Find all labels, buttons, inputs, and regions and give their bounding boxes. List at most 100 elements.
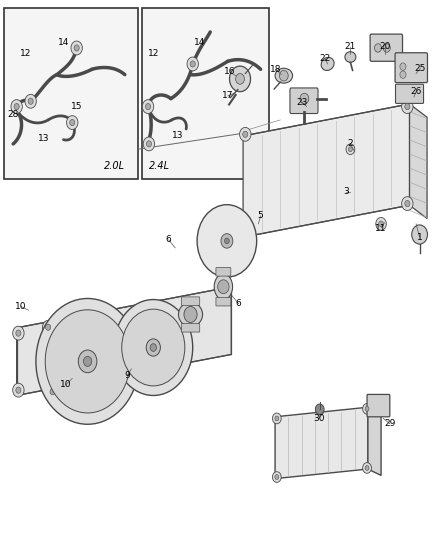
FancyBboxPatch shape	[181, 324, 200, 332]
Circle shape	[365, 466, 369, 471]
Circle shape	[46, 324, 51, 330]
Circle shape	[300, 93, 309, 104]
Text: 29: 29	[384, 419, 396, 428]
Circle shape	[346, 144, 355, 155]
Text: 6: 6	[236, 300, 242, 308]
Bar	[142, 8, 269, 179]
Polygon shape	[368, 407, 381, 475]
Text: 14: 14	[194, 38, 205, 47]
FancyBboxPatch shape	[370, 34, 403, 61]
Text: 12: 12	[20, 49, 31, 58]
Circle shape	[220, 298, 226, 305]
Ellipse shape	[345, 52, 356, 62]
Circle shape	[218, 280, 229, 294]
Circle shape	[145, 103, 151, 110]
Circle shape	[349, 147, 352, 152]
Circle shape	[400, 71, 406, 78]
Circle shape	[42, 320, 54, 334]
Circle shape	[236, 74, 244, 84]
FancyBboxPatch shape	[395, 53, 427, 83]
Circle shape	[190, 61, 195, 67]
Circle shape	[279, 70, 288, 81]
Text: 18: 18	[270, 65, 282, 74]
Text: 2.4L: 2.4L	[149, 160, 170, 171]
Ellipse shape	[214, 274, 233, 300]
Circle shape	[402, 100, 413, 114]
FancyBboxPatch shape	[367, 394, 390, 417]
Circle shape	[405, 200, 410, 207]
Circle shape	[275, 416, 279, 421]
Circle shape	[13, 326, 24, 340]
Circle shape	[16, 330, 21, 336]
Polygon shape	[410, 104, 427, 219]
Circle shape	[14, 103, 19, 110]
Circle shape	[36, 298, 139, 424]
FancyBboxPatch shape	[216, 268, 231, 276]
Polygon shape	[243, 104, 410, 237]
Circle shape	[74, 45, 79, 51]
Circle shape	[402, 197, 413, 211]
Circle shape	[220, 268, 226, 276]
Text: 30: 30	[313, 414, 325, 423]
Text: 2.0L: 2.0L	[104, 160, 125, 171]
Text: 13: 13	[172, 132, 183, 140]
Text: 6: 6	[166, 236, 172, 244]
Text: 2: 2	[348, 140, 353, 148]
Circle shape	[379, 221, 383, 227]
Circle shape	[412, 225, 427, 244]
Circle shape	[122, 309, 185, 386]
Circle shape	[70, 119, 75, 126]
Text: 10: 10	[15, 302, 27, 311]
Ellipse shape	[275, 68, 293, 83]
Circle shape	[45, 310, 130, 413]
Circle shape	[383, 44, 390, 52]
Circle shape	[405, 103, 410, 110]
Circle shape	[272, 413, 281, 424]
FancyBboxPatch shape	[181, 297, 200, 305]
Circle shape	[222, 270, 225, 273]
Text: 13: 13	[38, 134, 49, 143]
Text: 23: 23	[297, 98, 308, 107]
Circle shape	[197, 205, 257, 277]
Circle shape	[187, 324, 194, 332]
Circle shape	[221, 233, 233, 248]
Circle shape	[275, 475, 279, 480]
Circle shape	[243, 131, 248, 138]
Circle shape	[189, 300, 192, 303]
Text: 22: 22	[319, 54, 331, 63]
Ellipse shape	[321, 58, 334, 70]
Text: 14: 14	[58, 38, 69, 47]
FancyBboxPatch shape	[290, 88, 318, 114]
Bar	[4, 8, 138, 179]
Circle shape	[240, 127, 251, 141]
Text: 5: 5	[258, 212, 264, 220]
Text: 26: 26	[410, 87, 422, 96]
Circle shape	[67, 116, 78, 130]
Circle shape	[13, 383, 24, 397]
Text: 21: 21	[345, 43, 356, 51]
Circle shape	[187, 57, 198, 71]
Text: 25: 25	[415, 64, 426, 72]
Circle shape	[114, 300, 193, 395]
Circle shape	[71, 41, 82, 55]
Circle shape	[50, 389, 55, 395]
Circle shape	[374, 44, 381, 52]
Text: 16: 16	[224, 68, 236, 76]
Polygon shape	[17, 287, 231, 395]
Ellipse shape	[179, 303, 202, 326]
Text: 10: 10	[60, 381, 71, 389]
Circle shape	[243, 232, 248, 239]
Circle shape	[150, 344, 156, 351]
Circle shape	[365, 406, 369, 411]
Circle shape	[25, 94, 36, 108]
Circle shape	[28, 98, 33, 104]
Text: 1: 1	[417, 233, 423, 241]
Circle shape	[272, 472, 281, 482]
Text: 9: 9	[124, 372, 130, 380]
Circle shape	[363, 463, 371, 473]
Circle shape	[189, 326, 192, 329]
Circle shape	[230, 66, 251, 92]
Circle shape	[400, 63, 406, 70]
Circle shape	[146, 339, 160, 356]
Circle shape	[225, 238, 229, 244]
